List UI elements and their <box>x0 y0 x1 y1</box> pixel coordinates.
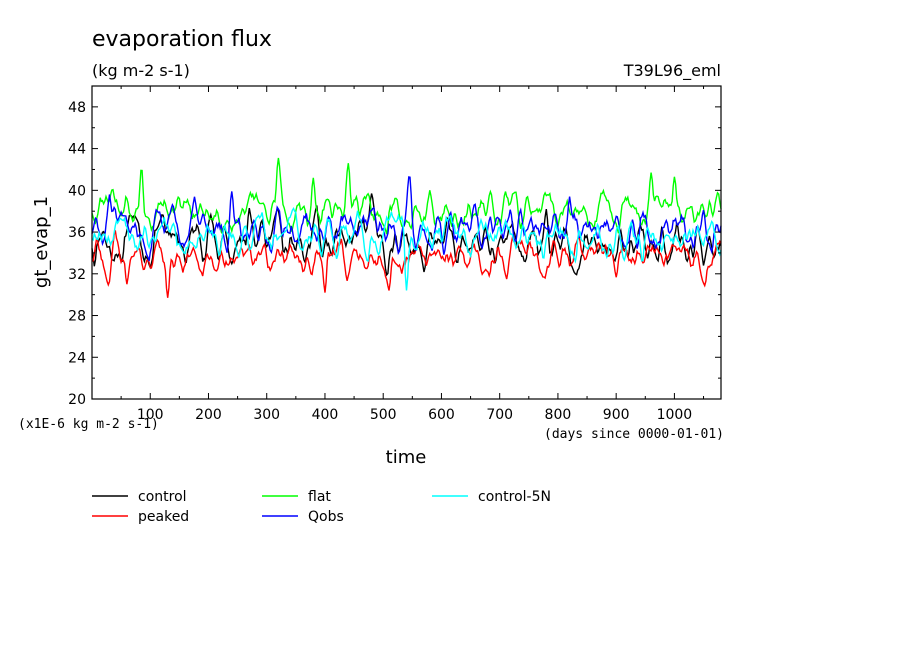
series-line-peaked <box>91 230 722 298</box>
series-line-control-5n <box>91 207 722 291</box>
tick-layer: 20 24 28 32 36 40 44 48 100 200 300 400 500 600 700 800… <box>68 86 721 423</box>
x-tick-label: 100 <box>137 407 164 423</box>
legend-label: control <box>138 489 187 505</box>
x-tick-label: 900 <box>603 407 630 423</box>
legend-label: flat <box>308 489 331 505</box>
x-tick-label: 600 <box>428 407 455 423</box>
y-tick-label: 44 <box>68 142 86 158</box>
legend-label: Qobs <box>308 509 344 525</box>
chart-title: evaporation flux <box>92 27 272 52</box>
y-tick-label: 20 <box>68 392 86 408</box>
x-tick-label: 300 <box>253 407 280 423</box>
x-tick-label: 200 <box>195 407 222 423</box>
legend-label: peaked <box>138 509 189 525</box>
y-tick-label: 36 <box>68 225 86 241</box>
chart-subtitle: (kg m-2 s-1) <box>92 61 190 80</box>
experiment-label: T39L96_eml <box>623 61 721 81</box>
series-line-qobs <box>91 176 722 262</box>
y-tick-label: 32 <box>68 267 86 283</box>
x-units-label: (days since 0000-01-01) <box>544 427 724 442</box>
plot-frame <box>91 85 722 400</box>
series-line-control <box>91 193 722 277</box>
x-tick-label: 400 <box>312 407 339 423</box>
x-tick-label: 500 <box>370 407 397 423</box>
y-tick-label: 40 <box>68 183 86 199</box>
x-tick-label: 700 <box>486 407 513 423</box>
y-units-label: (x1E-6 kg m-2 s-1) <box>18 417 159 432</box>
y-tick-label: 24 <box>68 350 86 366</box>
y-tick-label: 28 <box>68 309 86 325</box>
x-tick-label: 800 <box>545 407 572 423</box>
series-layer <box>91 157 722 298</box>
legend-label: control-5N <box>478 489 551 505</box>
x-axis-label: time <box>386 447 427 468</box>
x-tick-label: 1000 <box>657 407 693 423</box>
y-tick-label: 48 <box>68 100 86 116</box>
legend: control peaked flat Qobs control-5N <box>92 489 551 525</box>
y-axis-label: gt_evap_1 <box>31 196 52 288</box>
